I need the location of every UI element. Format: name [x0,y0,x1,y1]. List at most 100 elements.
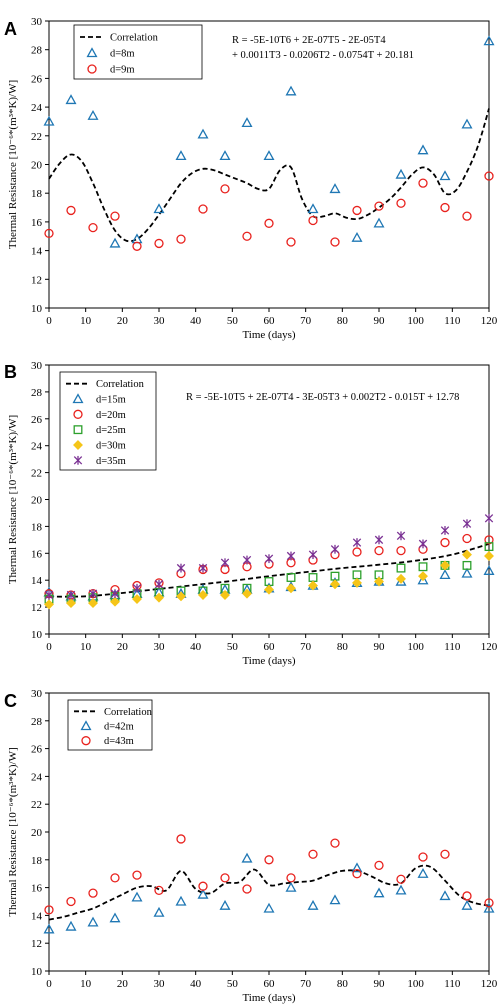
legend-swatch [72,393,84,404]
data-point [109,912,121,923]
y-tick-label: 14 [31,575,43,587]
data-point [330,838,340,848]
y-tick-label: 14 [31,910,43,922]
x-tick-label: 120 [481,641,498,653]
data-point [417,574,429,585]
legend-label: d=20m [96,410,126,421]
x-tick-label: 10 [80,641,92,653]
data-point [330,544,340,554]
data-point [352,538,362,547]
y-tick-label: 10 [31,303,43,315]
data-point [374,535,384,545]
y-tick-label: 20 [31,495,43,507]
x-tick-label: 120 [481,978,498,990]
data-point [197,888,209,899]
data-point [286,237,296,247]
y-tick-label: 22 [31,799,42,811]
data-point [483,35,495,46]
x-tick-label: 50 [227,315,239,327]
data-point [418,539,428,549]
data-point [396,874,406,884]
data-point [286,583,296,594]
data-point [374,201,384,211]
correlation-curve [48,543,490,598]
data-point [154,885,164,896]
data-point [110,589,120,599]
y-tick-label: 22 [31,131,42,143]
y-tick-label: 30 [31,16,43,28]
data-point [219,899,231,910]
data-point [440,849,450,859]
x-tick-label: 70 [300,641,312,653]
legend-swatch [73,409,83,419]
data-point [263,150,275,161]
data-point [418,178,428,188]
legend-label: d=25m [96,425,126,436]
x-tick-label: 90 [374,315,386,327]
data-point [374,860,384,871]
x-tick-label: 0 [46,978,52,990]
x-tick-label: 90 [374,978,386,990]
y-tick-label: 10 [31,966,43,978]
x-tick-label: 100 [407,315,424,327]
legend-label: d=43m [104,736,134,747]
data-point [329,183,341,194]
legend-label: d=35m [96,456,126,467]
data-point [351,231,363,242]
legend-label: d=42m [104,722,134,733]
x-axis-title: Time (days) [242,329,295,341]
data-point [131,891,143,902]
y-tick-label: 12 [31,274,42,286]
data-point [484,551,494,561]
data-point [87,916,99,927]
data-point [374,576,384,587]
data-point [440,560,450,571]
legend-swatch [73,455,83,465]
data-point [88,589,98,599]
data-point [175,895,187,906]
data-point [396,573,406,584]
data-point [308,550,318,560]
data-point [462,533,472,544]
data-point [43,115,55,126]
data-point [88,222,98,233]
data-point [132,594,142,604]
y-tick-label: 30 [31,360,43,372]
series-d=43m [44,834,494,915]
x-tick-label: 70 [300,978,312,990]
x-tick-label: 120 [481,315,498,327]
y-tick-label: 16 [31,548,43,560]
legend-box [59,371,157,471]
data-point [44,905,54,915]
data-point [263,902,275,913]
data-point [439,890,451,901]
legend-label: d=30m [96,441,126,452]
data-point [373,217,385,228]
x-tick-label: 10 [80,978,92,990]
data-point [483,902,495,913]
data-point [462,211,472,221]
series-d=9m [44,171,494,251]
y-tick-label: 20 [31,160,43,172]
data-point [44,228,54,239]
data-point [440,537,450,548]
data-point [417,867,429,878]
x-axis-title: Time (days) [242,992,295,1004]
legend-label: d=8m [110,49,135,60]
data-point [461,899,473,910]
data-point [110,211,120,221]
data-point [395,168,407,179]
data-point [242,588,252,599]
x-tick-label: 60 [264,978,276,990]
legend: Correlation d=8m d=9m [73,24,203,80]
data-point [66,896,76,907]
data-point [66,598,76,609]
data-point [286,873,296,883]
data-point [87,109,99,120]
data-point [373,887,385,898]
y-tick-label: 12 [31,938,42,950]
data-point [220,873,230,883]
series-d=8m [43,35,495,248]
